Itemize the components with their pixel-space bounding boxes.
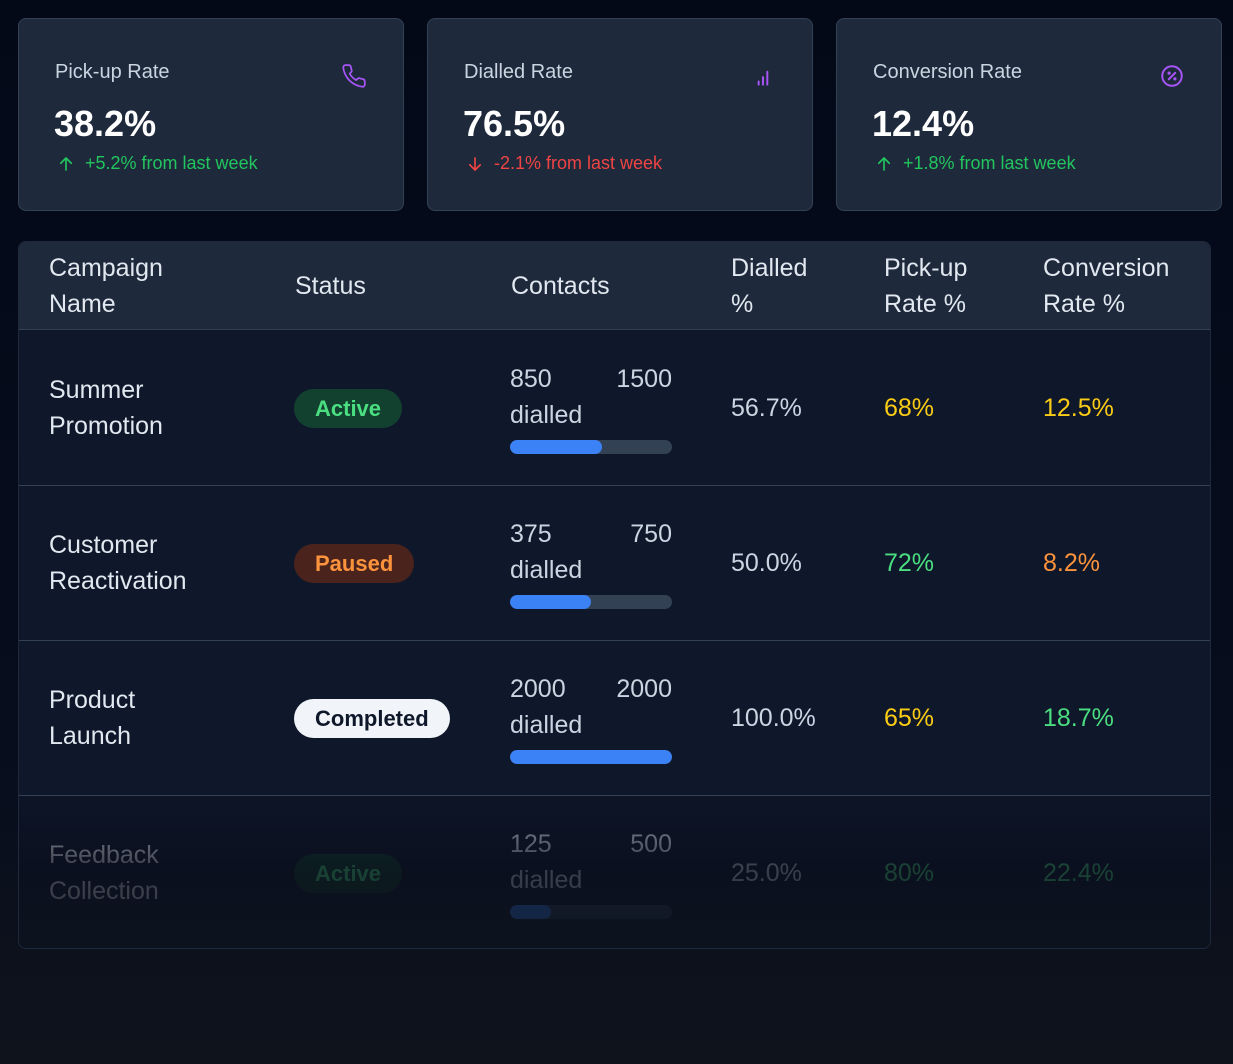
card-change-text: +5.2% from last week	[85, 153, 258, 173]
dialled-label: dialled	[510, 556, 583, 584]
dialled-percent: 100.0%	[731, 704, 816, 732]
header-dialled-pct[interactable]: Dialled %	[731, 250, 807, 322]
progress-fill	[510, 440, 602, 454]
dialled-label: dialled	[510, 401, 583, 429]
card-title: Pick-up Rate	[55, 61, 170, 83]
card-change: +5.2% from last week	[57, 153, 258, 174]
campaign-name: Summer Promotion	[49, 372, 163, 444]
dialled-label: dialled	[510, 866, 583, 894]
conversion-rate: 22.4%	[1043, 859, 1114, 887]
status-badge: Completed	[294, 699, 450, 738]
name-line: Feedback	[49, 841, 159, 869]
pickup-rate: 72%	[884, 549, 935, 577]
table-header: Campaign Name Status Contacts Dialled % …	[19, 242, 1210, 330]
table-row[interactable]: Product Launch Completed 2000 2000 dialle…	[19, 641, 1210, 796]
dialled-count: 2000	[510, 675, 566, 703]
table-row[interactable]: Summer Promotion Active 850 1500 dialled …	[19, 331, 1210, 486]
conversion-rate-card: Conversion Rate 12.4% +1.8% from last we…	[836, 18, 1222, 211]
dialled-percent: 25.0%	[731, 859, 802, 887]
dialled-rate-card: Dialled Rate 76.5% -2.1% from last week	[427, 18, 813, 211]
name-line: Collection	[49, 877, 159, 905]
table-row[interactable]: Feedback Collection Active 125 500 dialle…	[19, 796, 1210, 948]
progress-fill	[510, 905, 551, 919]
header-line: Pick-up	[884, 254, 968, 282]
card-value: 38.2%	[54, 103, 157, 144]
progress-bar	[510, 595, 672, 609]
card-change-text: +1.8% from last week	[903, 153, 1076, 173]
signal-bars-icon	[750, 63, 776, 89]
header-line: Rate %	[884, 290, 966, 318]
conversion-rate: 18.7%	[1043, 704, 1114, 732]
status-badge: Active	[294, 854, 403, 893]
arrow-down-icon	[468, 156, 482, 171]
card-title: Conversion Rate	[873, 61, 1022, 83]
campaign-name: Feedback Collection	[49, 837, 159, 909]
stat-cards: Pick-up Rate 38.2% +5.2% from last week …	[18, 18, 1222, 211]
header-status[interactable]: Status	[295, 272, 366, 300]
name-line: Product	[49, 686, 136, 714]
campaigns-table: Campaign Name Status Contacts Dialled % …	[18, 241, 1211, 949]
header-line: Conversion	[1043, 254, 1170, 282]
header-pickup-rate[interactable]: Pick-up Rate %	[884, 250, 967, 322]
progress-fill	[510, 750, 672, 764]
total-count: 2000	[616, 675, 672, 703]
percent-circle-icon	[1159, 63, 1185, 89]
progress-bar	[510, 905, 672, 919]
status-badge: Active	[294, 389, 403, 428]
name-line: Summer	[49, 376, 144, 404]
phone-icon	[341, 63, 367, 89]
dialled-count: 850	[510, 365, 552, 393]
arrow-up-icon	[59, 156, 73, 171]
status-badge: Paused	[294, 544, 415, 583]
card-change: +1.8% from last week	[875, 153, 1076, 174]
table-row[interactable]: Customer Reactivation Paused 375 750 dial…	[19, 486, 1210, 641]
progress-bar	[510, 750, 672, 764]
conversion-rate: 12.5%	[1043, 394, 1114, 422]
card-change-text: -2.1% from last week	[494, 153, 663, 173]
contacts-cell: 2000 2000 dialled	[510, 671, 672, 743]
dialled-label: dialled	[510, 711, 583, 739]
campaign-name: Product Launch	[49, 682, 135, 754]
pickup-rate: 80%	[884, 859, 935, 887]
dialled-percent: 50.0%	[731, 549, 802, 577]
total-count: 1500	[616, 365, 672, 393]
name-line: Launch	[49, 722, 132, 750]
arrow-up-icon	[877, 156, 891, 171]
header-line: Name	[49, 290, 116, 318]
name-line: Promotion	[49, 412, 163, 440]
card-title: Dialled Rate	[464, 61, 573, 83]
header-line: Rate %	[1043, 290, 1125, 318]
header-conversion-rate[interactable]: Conversion Rate %	[1043, 250, 1169, 322]
card-change: -2.1% from last week	[466, 153, 662, 174]
header-campaign-name[interactable]: Campaign Name	[49, 250, 163, 322]
pickup-rate: 68%	[884, 394, 935, 422]
contacts-cell: 125 500 dialled	[510, 826, 672, 898]
dialled-percent: 56.7%	[731, 394, 802, 422]
total-count: 500	[630, 830, 672, 858]
header-line: Dialled	[731, 254, 808, 282]
contacts-cell: 850 1500 dialled	[510, 361, 672, 433]
name-line: Customer	[49, 531, 158, 559]
card-value: 76.5%	[463, 103, 566, 144]
card-value: 12.4%	[872, 103, 975, 144]
name-line: Reactivation	[49, 567, 187, 595]
conversion-rate: 8.2%	[1043, 549, 1100, 577]
header-contacts[interactable]: Contacts	[511, 272, 610, 300]
dialled-count: 125	[510, 830, 552, 858]
pickup-rate: 65%	[884, 704, 935, 732]
campaign-name: Customer Reactivation	[49, 527, 187, 599]
contacts-cell: 375 750 dialled	[510, 516, 672, 588]
header-line: Campaign	[49, 254, 163, 282]
header-line: %	[731, 290, 754, 318]
progress-fill	[510, 595, 591, 609]
dialled-count: 375	[510, 520, 552, 548]
progress-bar	[510, 440, 672, 454]
pickup-rate-card: Pick-up Rate 38.2% +5.2% from last week	[18, 18, 404, 211]
total-count: 750	[630, 520, 672, 548]
